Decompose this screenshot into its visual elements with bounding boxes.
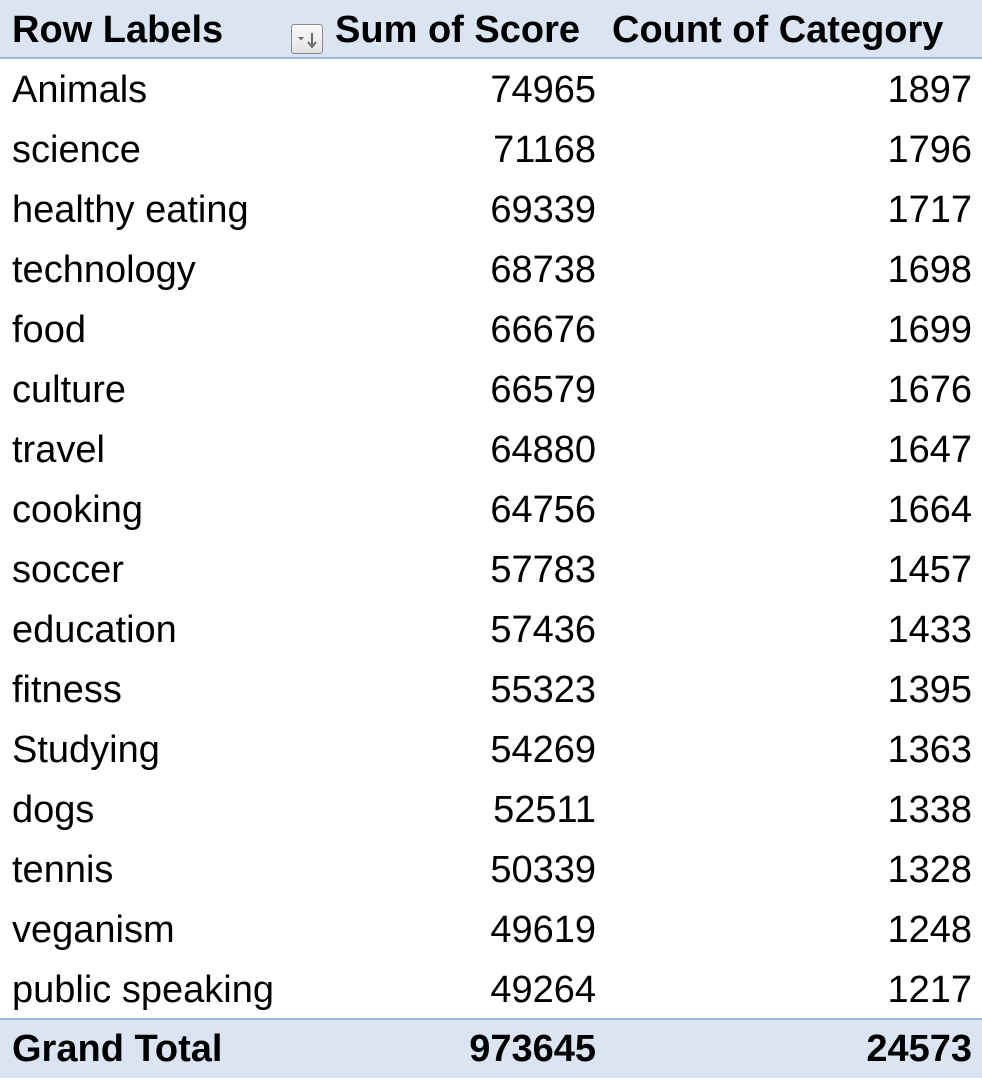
count-of-category-header[interactable]: Count of Category [612, 9, 944, 51]
row-label-cell[interactable]: food [12, 309, 86, 351]
grand-total-label[interactable]: Grand Total [12, 1028, 223, 1070]
score-cell[interactable]: 55323 [490, 669, 596, 711]
table-row: healthy eating 69339 1717 [0, 180, 982, 240]
table-row: cooking 64756 1664 [0, 480, 982, 540]
count-cell[interactable]: 1647 [887, 429, 972, 471]
score-cell[interactable]: 54269 [490, 729, 596, 771]
row-label-cell[interactable]: public speaking [12, 969, 274, 1011]
table-row: technology 68738 1698 [0, 240, 982, 300]
score-cell[interactable]: 71168 [493, 129, 596, 171]
count-cell[interactable]: 1676 [887, 369, 972, 411]
row-label-cell[interactable]: fitness [12, 669, 122, 711]
row-label-cell[interactable]: Animals [12, 69, 148, 111]
score-cell[interactable]: 68738 [490, 249, 596, 291]
row-label-cell[interactable]: healthy eating [12, 189, 249, 231]
table-row: Animals 74965 1897 [0, 60, 982, 120]
row-label-cell[interactable]: veganism [12, 909, 175, 951]
score-cell[interactable]: 66676 [490, 309, 596, 351]
pivot-header-row: Row Labels Sum of Score Count of Categor… [0, 0, 982, 59]
count-cell[interactable]: 1433 [887, 609, 972, 651]
table-row: fitness 55323 1395 [0, 660, 982, 720]
row-label-cell[interactable]: tennis [12, 849, 114, 891]
score-cell[interactable]: 52511 [493, 789, 596, 831]
row-label-cell[interactable]: education [12, 609, 177, 651]
score-cell[interactable]: 49264 [490, 969, 596, 1011]
count-cell[interactable]: 1457 [887, 549, 972, 591]
table-row: public speaking 49264 1217 [0, 960, 982, 1020]
sum-of-score-header[interactable]: Sum of Score [335, 9, 580, 51]
score-cell[interactable]: 49619 [490, 909, 596, 951]
table-row: education 57436 1433 [0, 600, 982, 660]
count-cell[interactable]: 1796 [887, 129, 972, 171]
count-cell[interactable]: 1717 [887, 189, 972, 231]
row-label-cell[interactable]: cooking [12, 489, 143, 531]
table-row: tennis 50339 1328 [0, 840, 982, 900]
row-label-cell[interactable]: science [12, 129, 141, 171]
row-label-cell[interactable]: culture [12, 369, 127, 411]
row-label-cell[interactable]: technology [12, 249, 196, 291]
count-cell[interactable]: 1698 [887, 249, 972, 291]
count-cell[interactable]: 1338 [887, 789, 972, 831]
count-cell[interactable]: 1699 [887, 309, 972, 351]
score-cell[interactable]: 57783 [490, 549, 596, 591]
row-label-cell[interactable]: soccer [12, 549, 124, 591]
count-cell[interactable]: 1328 [887, 849, 972, 891]
row-labels-header[interactable]: Row Labels [12, 9, 224, 51]
table-row: culture 66579 1676 [0, 360, 982, 420]
score-cell[interactable]: 74965 [490, 69, 596, 111]
count-cell[interactable]: 1217 [887, 969, 972, 1011]
grand-total-row: Grand Total 973645 24573 [0, 1018, 982, 1078]
score-cell[interactable]: 57436 [490, 609, 596, 651]
score-cell[interactable]: 50339 [490, 849, 596, 891]
table-row: food 66676 1699 [0, 300, 982, 360]
table-row: dogs 52511 1338 [0, 780, 982, 840]
grand-total-score[interactable]: 973645 [469, 1028, 596, 1070]
score-cell[interactable]: 66579 [490, 369, 596, 411]
score-cell[interactable]: 64756 [490, 489, 596, 531]
count-cell[interactable]: 1664 [887, 489, 972, 531]
table-row: science 71168 1796 [0, 120, 982, 180]
table-row: Studying 54269 1363 [0, 720, 982, 780]
score-cell[interactable]: 64880 [490, 429, 596, 471]
row-label-cell[interactable]: Studying [12, 729, 160, 771]
score-cell[interactable]: 69339 [490, 189, 596, 231]
count-cell[interactable]: 1897 [887, 69, 972, 111]
count-cell[interactable]: 1395 [887, 669, 972, 711]
table-row: veganism 49619 1248 [0, 900, 982, 960]
table-row: travel 64880 1647 [0, 420, 982, 480]
row-label-cell[interactable]: travel [12, 429, 105, 471]
count-cell[interactable]: 1248 [887, 909, 972, 951]
table-row: soccer 57783 1457 [0, 540, 982, 600]
sort-descending-dropdown-icon[interactable] [291, 24, 323, 54]
count-cell[interactable]: 1363 [887, 729, 972, 771]
row-label-cell[interactable]: dogs [12, 789, 95, 831]
grand-total-count[interactable]: 24573 [866, 1028, 972, 1070]
